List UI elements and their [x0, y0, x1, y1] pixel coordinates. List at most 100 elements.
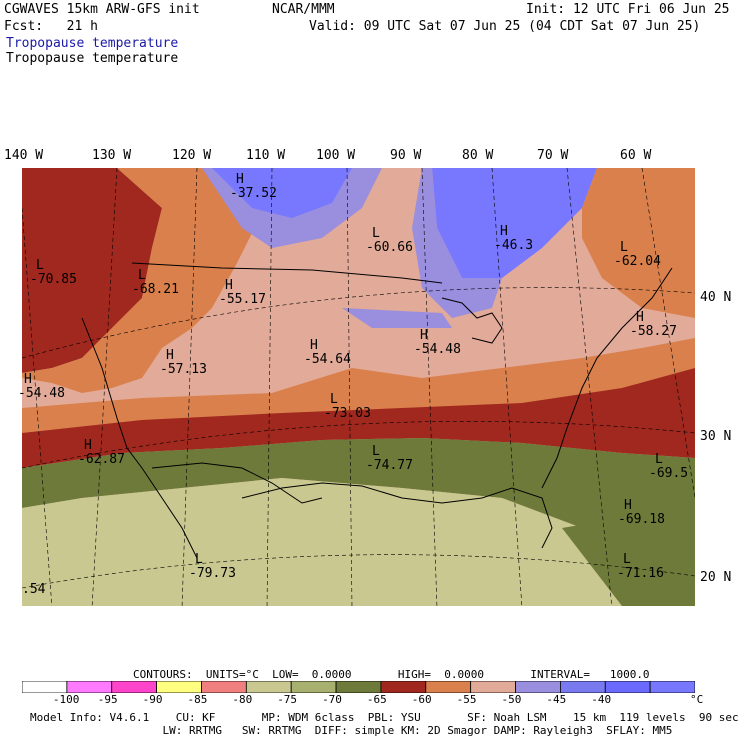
coastline-east [541, 267, 673, 489]
tropopause-temperature-map [22, 168, 695, 606]
high-marker: H [225, 278, 233, 293]
colorbar-tick-label: -85 [187, 693, 208, 706]
region-lavender-northeast [412, 168, 502, 318]
model-title: CGWAVES 15km ARW-GFS init [4, 2, 200, 17]
low-marker: L [195, 552, 203, 567]
region-darkred-northwest [22, 168, 162, 373]
model-info-line2: LW: RRTMG SW: RRTMG DIFF: simple KM: 2D … [30, 724, 673, 737]
region-blue-northeast [432, 168, 597, 278]
colorbar-swatch [66, 681, 113, 693]
colorbar-tick-label: -45 [546, 693, 567, 706]
latitude-label: 30 N [700, 429, 732, 444]
low-marker: L [655, 452, 663, 467]
colorbar-tick-label: -70 [322, 693, 342, 706]
field-title: Tropopause temperature [6, 51, 179, 66]
region-blue-north [212, 168, 352, 218]
temperature-value-label: -46.3 [494, 238, 534, 253]
temperature-value-label: -37.52 [230, 186, 277, 201]
low-marker: L [330, 392, 338, 407]
organization: NCAR/MMM [272, 2, 335, 17]
colorbar-swatch [515, 681, 561, 693]
high-marker: H [636, 310, 644, 325]
model-info-line1: Model Info: V4.6.1 CU: KF MP: WDM 6class… [30, 711, 739, 724]
temperature-value-label: -79.73 [189, 566, 236, 581]
meridian-140 [22, 207, 53, 606]
temperature-value-label: -58.27 [630, 324, 677, 339]
high-marker: H [500, 224, 508, 239]
longitude-label: 140 W [4, 148, 44, 163]
temperature-value-label: -62.04 [614, 254, 661, 269]
high-marker: H [420, 328, 428, 343]
latitude-label: 40 N [700, 290, 732, 305]
meridian-70 [566, 168, 613, 606]
low-marker: L [623, 552, 631, 567]
contours-info: CONTOURS: UNITS=°C LOW= 0.0000 HIGH= 0.0… [133, 668, 650, 681]
low-marker: L [36, 258, 44, 273]
colorbar-swatch [649, 681, 695, 693]
init-time: Init: 12 UTC Fri 06 Jun 25 [526, 2, 730, 17]
longitude-label: 100 W [316, 148, 356, 163]
border-mexico-us [151, 462, 323, 504]
region-olive-dark-south [22, 438, 695, 606]
parallel-40 [22, 287, 695, 359]
temperature-value-label: -54.48 [414, 342, 461, 357]
temperature-value-label: -69.18 [618, 512, 665, 527]
low-marker: L [372, 226, 380, 241]
temperature-value-label: -54.48 [18, 386, 65, 401]
region-olive-light-gulf [22, 478, 622, 606]
parallel-30 [22, 421, 695, 469]
temperature-value-label: -62.87 [78, 452, 125, 467]
colorbar-tick-label: -40 [591, 693, 612, 706]
high-marker: H [84, 438, 92, 453]
longitude-label: 80 W [462, 148, 494, 163]
border-canada-us [131, 262, 443, 284]
colorbar-swatch [201, 681, 247, 693]
temperature-value-label: -54.64 [304, 352, 351, 367]
temperature-value-label: -60.66 [366, 240, 413, 255]
great-lakes [441, 297, 503, 344]
temperature-value-label: -73.03 [324, 406, 371, 421]
valid-time: Valid: 09 UTC Sat 07 Jun 25 (04 CDT Sat … [309, 19, 701, 34]
temperature-value-label: .54 [22, 582, 46, 597]
longitude-label: 110 W [246, 148, 286, 163]
meridian-110 [266, 168, 273, 606]
colorbar-tick-label: -80 [232, 693, 253, 706]
colorbar-tick-label: -95 [97, 693, 118, 706]
colorbar-unit: °C [690, 693, 704, 706]
region-lavender-lakes [342, 308, 452, 328]
temperature-value-label: -71.16 [617, 566, 664, 581]
region-orange-northwest [22, 168, 257, 393]
colorbar-swatch [156, 681, 202, 693]
temperature-value-label: -68.21 [132, 282, 179, 297]
low-marker: L [620, 240, 628, 255]
meridian-80 [491, 168, 523, 606]
region-olive-dark-caribbean [562, 518, 695, 606]
low-marker: L [372, 444, 380, 459]
coastline-west [81, 317, 198, 559]
meridian-130 [91, 168, 118, 606]
high-marker: H [310, 338, 318, 353]
colorbar-tick-label: -90 [142, 693, 163, 706]
colorbar-swatch [560, 681, 606, 693]
temperature-value-label: -70.85 [30, 272, 77, 287]
meridian-100 [346, 168, 353, 606]
region-orange-northeast [582, 168, 695, 318]
colorbar-swatch [335, 681, 382, 693]
forecast-hour: Fcst: 21 h [4, 19, 98, 34]
colorbar-tick-label: -50 [501, 693, 522, 706]
colorbar-swatch [380, 681, 427, 693]
temperature-value-label: -55.17 [219, 292, 266, 307]
region-darkred-band [22, 368, 695, 468]
high-marker: H [166, 348, 174, 363]
field-title-blue: Tropopause temperature [6, 36, 179, 51]
high-marker: H [24, 372, 32, 387]
latitude-label: 20 N [700, 570, 732, 585]
colorbar-tick-label: -100 [52, 693, 80, 706]
colorbar-swatch [604, 681, 651, 693]
colorbar-swatch [290, 681, 337, 693]
longitude-label: 60 W [620, 148, 652, 163]
colorbar-tick-label: -65 [366, 693, 387, 706]
colorbar-swatch [425, 681, 472, 693]
temperature-value-label: -57.13 [160, 362, 207, 377]
colorbar-tick-label: -55 [456, 693, 477, 706]
